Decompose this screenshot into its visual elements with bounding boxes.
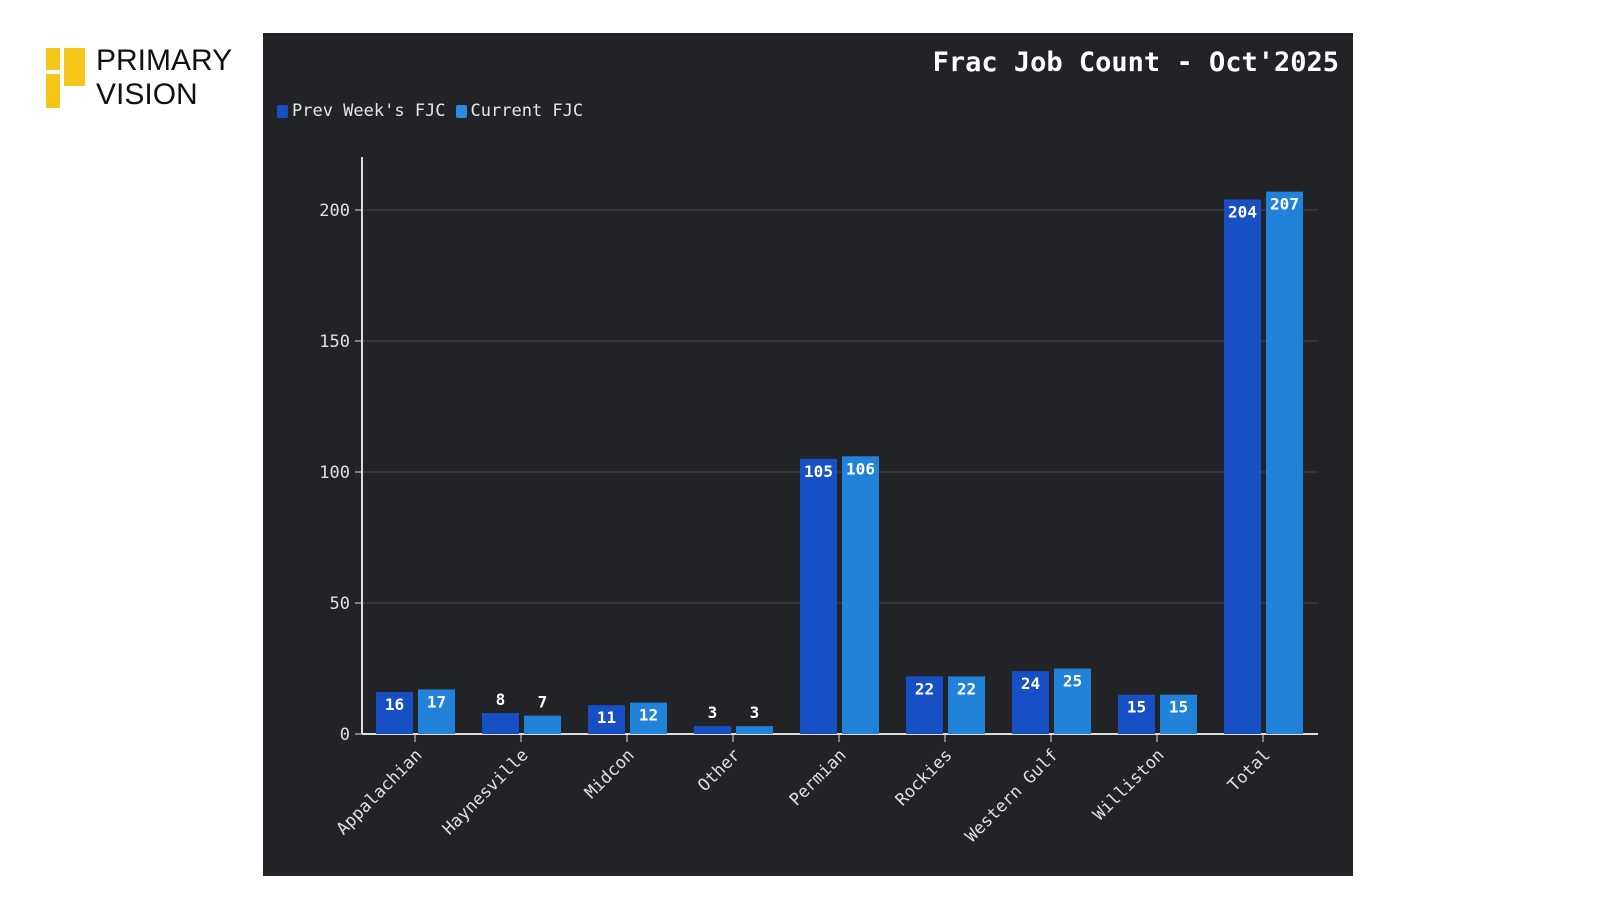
bar-prev <box>482 713 519 734</box>
data-label: 22 <box>957 679 976 698</box>
chart-title: Frac Job Count - Oct'2025 <box>932 47 1339 78</box>
bar-prev <box>588 705 625 734</box>
logo-line1: PRIMARY <box>96 44 233 77</box>
data-label: 17 <box>427 692 446 711</box>
bar-current <box>418 689 455 734</box>
bar-prev <box>906 676 943 734</box>
logo-line2: VISION <box>96 78 198 111</box>
chart-panel: Frac Job Count - Oct'2025 Prev Week's FJ… <box>263 33 1353 876</box>
x-tick-label: Permian <box>786 745 851 810</box>
data-label: 3 <box>750 703 760 722</box>
data-label: 12 <box>639 706 658 725</box>
legend-item-prev[interactable]: Prev Week's FJC <box>277 101 446 121</box>
legend-swatch <box>455 104 467 118</box>
data-label: 15 <box>1127 698 1146 717</box>
data-label: 207 <box>1270 195 1299 214</box>
bar-prev <box>1118 694 1155 734</box>
bar-prev <box>1224 199 1261 734</box>
legend-item-current[interactable]: Current FJC <box>455 101 584 121</box>
bar-chart: 0 50 100 150 200 Appalachian 16 17 Haynesville 8 7… <box>319 157 1318 846</box>
data-label: 8 <box>496 690 506 709</box>
legend-label: Prev Week's FJC <box>292 101 446 121</box>
x-tick-label: Williston <box>1089 745 1168 824</box>
bar-current <box>630 702 667 734</box>
y-tick-label: 50 <box>330 594 350 614</box>
y-tick-label: 200 <box>319 201 350 221</box>
bar-current <box>948 676 985 734</box>
data-label: 204 <box>1228 203 1257 222</box>
data-label: 11 <box>597 708 616 727</box>
x-tick-label: Haynesville <box>439 745 533 839</box>
data-label: 106 <box>846 459 875 478</box>
data-label: 105 <box>804 462 833 481</box>
y-tick-label: 100 <box>319 463 350 483</box>
x-tick-label: Midcon <box>581 745 639 803</box>
bar-prev <box>694 726 731 734</box>
bar-prev <box>800 458 837 734</box>
legend: Prev Week's FJC Current FJC <box>277 101 583 121</box>
bar-current <box>736 726 773 734</box>
data-label: 16 <box>385 695 404 714</box>
y-tick-label: 150 <box>319 332 350 352</box>
bar-prev <box>1012 671 1049 734</box>
x-tick-label: Total <box>1224 745 1274 795</box>
data-label: 24 <box>1021 674 1040 693</box>
x-tick-label: Other <box>694 745 744 795</box>
legend-swatch <box>277 104 288 118</box>
x-tick-label: Western Gulf <box>962 745 1063 846</box>
bar-current <box>1054 668 1091 734</box>
x-tick-label: Rockies <box>892 745 957 810</box>
data-label: 25 <box>1063 672 1082 691</box>
legend-label: Current FJC <box>470 101 584 121</box>
data-label: 7 <box>538 693 548 712</box>
data-label: 3 <box>708 703 718 722</box>
bar-current <box>524 715 561 734</box>
bar-current <box>1266 191 1303 734</box>
bar-current <box>1160 694 1197 734</box>
bar-current <box>842 456 879 734</box>
data-label: 15 <box>1169 698 1188 717</box>
bar-prev <box>376 692 413 734</box>
data-label: 22 <box>915 679 934 698</box>
x-tick-label: Appalachian <box>333 745 427 839</box>
y-tick-label: 0 <box>340 725 350 745</box>
